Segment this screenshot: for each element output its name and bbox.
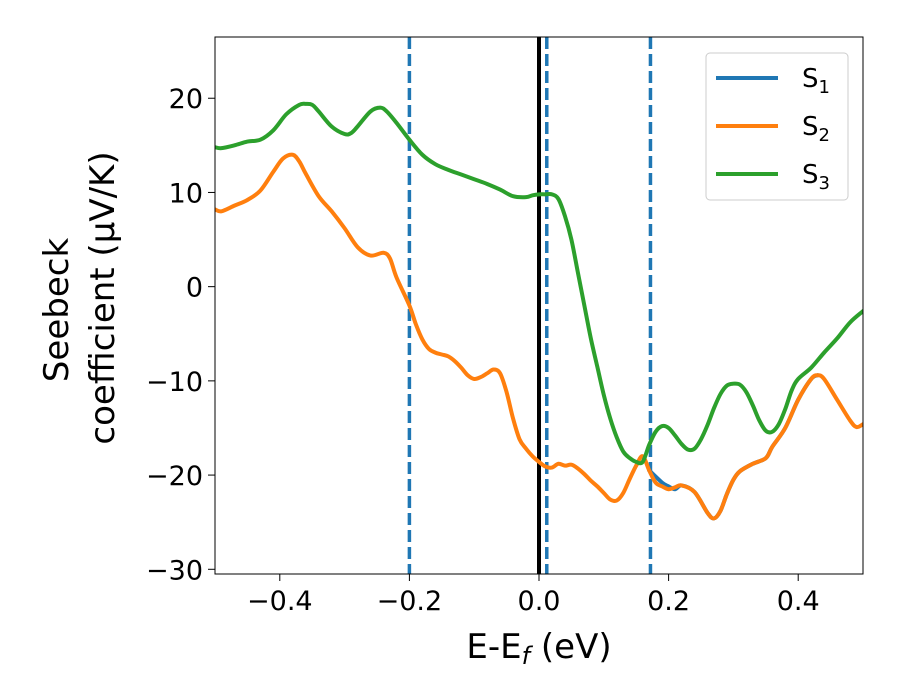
x-tick-label: 0.2 <box>647 586 690 617</box>
x-axis-label: E-Ef (eV) <box>466 627 611 670</box>
y-axis-ticks: −30 −20 −10 0 10 20 <box>146 84 215 586</box>
reference-lines <box>407 37 653 574</box>
y-tick-label: −10 <box>146 367 203 398</box>
x-tick-label: 0.4 <box>777 586 820 617</box>
legend-label-s3: S3 <box>802 160 830 194</box>
y-tick-label: 10 <box>169 178 203 209</box>
x-axis-ticks: −0.4 −0.2 0.0 0.2 0.4 <box>247 574 820 617</box>
y-tick-label: −20 <box>146 461 203 492</box>
series-line-s2 <box>215 152 863 521</box>
y-tick-label: 20 <box>169 84 203 115</box>
legend: S1 S2 S3 <box>705 52 849 201</box>
legend-label-s2: S2 <box>802 112 830 146</box>
y-axis-label-line1: Seebeck <box>37 238 77 383</box>
y-tick-label: −30 <box>146 555 203 586</box>
y-tick-label: 0 <box>186 273 203 304</box>
legend-label-s1: S1 <box>802 64 830 98</box>
x-tick-label: −0.2 <box>377 586 443 617</box>
y-axis-label-line2: coefficient (μV/K) <box>83 151 123 444</box>
series-group <box>215 101 863 521</box>
series-line-s3 <box>215 101 863 466</box>
x-tick-label: −0.4 <box>247 586 313 617</box>
x-tick-label: 0.0 <box>518 586 561 617</box>
